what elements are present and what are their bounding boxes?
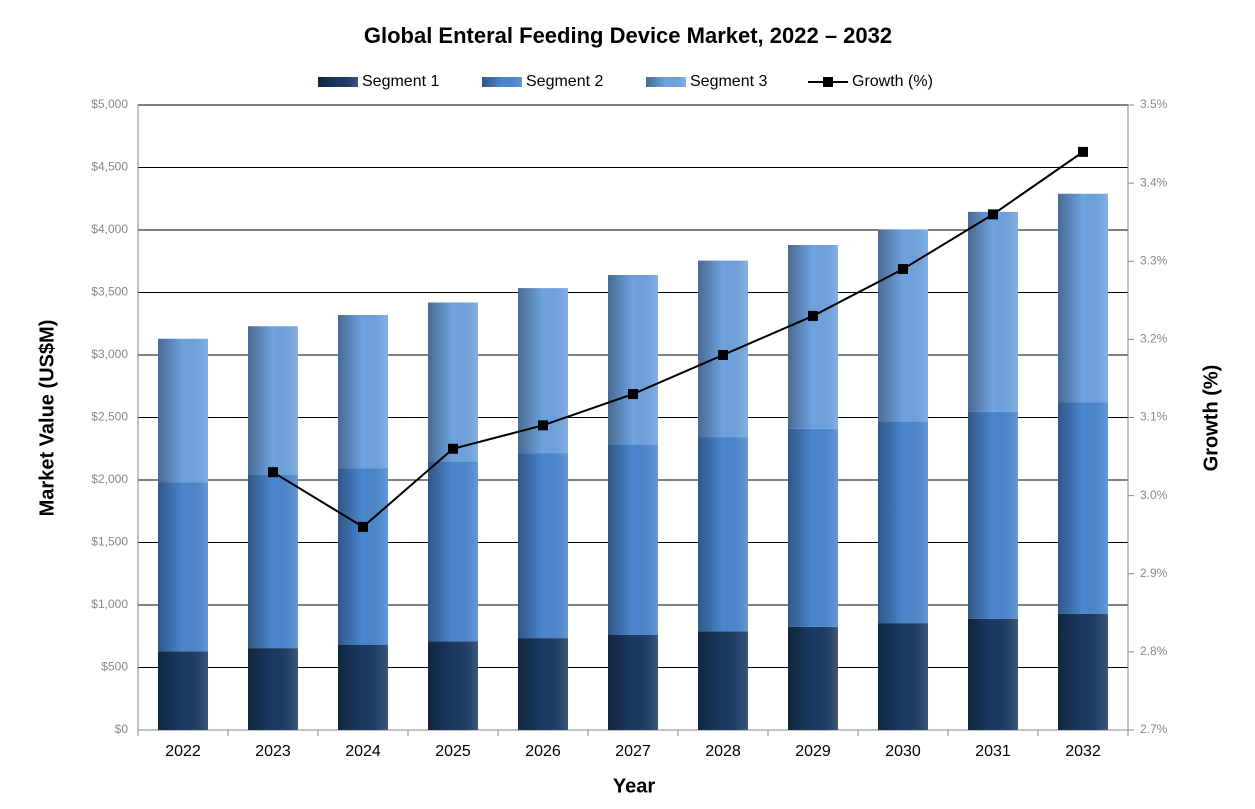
growth-marker — [538, 420, 548, 431]
y-tick-label: $3,000 — [91, 347, 128, 361]
growth-marker — [988, 209, 998, 220]
y-tick-label: $3,500 — [91, 285, 128, 299]
legend-shade — [482, 77, 522, 87]
bar-shade — [158, 651, 208, 730]
growth-marker — [1078, 146, 1088, 157]
y2-axis-title: Growth (%) — [1200, 365, 1222, 472]
bar-shade — [788, 626, 838, 730]
bar-shade — [518, 638, 568, 730]
x-tick-label: 2024 — [345, 743, 381, 760]
growth-marker — [628, 389, 638, 400]
bar-shade — [1058, 613, 1108, 730]
bar-shade — [248, 648, 298, 730]
bar-shade — [878, 421, 928, 624]
x-tick-label: 2032 — [1065, 743, 1101, 760]
growth-marker — [448, 443, 458, 454]
bar-shade — [428, 641, 478, 730]
bar-shade — [1058, 193, 1108, 403]
growth-marker — [718, 350, 728, 360]
y2-tick-label: 3.2% — [1140, 332, 1168, 346]
bar-shade — [428, 461, 478, 642]
chart-title: Global Enteral Feeding Device Market, 20… — [364, 23, 892, 48]
y-tick-label: $1,500 — [91, 535, 128, 549]
legend-label: Growth (%) — [852, 73, 933, 90]
bar-shade — [518, 453, 568, 639]
y-axis-title: Market Value (US$M) — [36, 320, 58, 517]
y-tick-label: $2,500 — [91, 410, 128, 424]
bar-shade — [248, 326, 298, 475]
x-tick-label: 2029 — [795, 743, 831, 760]
y-tick-label: $2,000 — [91, 472, 128, 486]
bar-shade — [338, 468, 388, 645]
y2-tick-label: 3.4% — [1140, 175, 1168, 189]
legend-label: Segment 2 — [526, 73, 603, 90]
bar-shade — [338, 645, 388, 730]
y2-tick-label: 3.0% — [1140, 488, 1168, 502]
bar-shade — [698, 437, 748, 632]
x-tick-label: 2027 — [615, 743, 651, 760]
bar-shade — [878, 623, 928, 730]
growth-marker — [268, 467, 278, 478]
y-tick-label: $1,000 — [91, 597, 128, 611]
growth-marker — [898, 264, 908, 275]
y2-tick-label: 2.9% — [1140, 566, 1168, 580]
growth-marker — [808, 310, 818, 321]
y2-tick-label: 2.8% — [1140, 644, 1168, 658]
x-tick-label: 2028 — [705, 743, 741, 760]
y2-tick-label: 3.1% — [1140, 410, 1168, 424]
bar-shade — [608, 275, 658, 445]
bar-shade — [338, 315, 388, 469]
bar-shade — [428, 302, 478, 462]
bar-shade — [608, 445, 658, 635]
y2-tick-label: 3.3% — [1140, 253, 1168, 267]
legend-shade — [646, 77, 686, 87]
bar-shade — [158, 482, 208, 652]
growth-line — [272, 151, 1084, 529]
bar-shade — [1058, 402, 1108, 614]
bar-shade — [698, 260, 748, 438]
y2-tick-label: 2.7% — [1140, 722, 1168, 736]
growth-marker — [358, 521, 368, 532]
x-axis-title: Year — [613, 775, 655, 797]
bar-shade — [788, 428, 838, 627]
bar-shade — [878, 229, 928, 422]
y-tick-label: $5,000 — [91, 97, 128, 111]
x-tick-label: 2031 — [975, 743, 1011, 760]
x-tick-label: 2022 — [165, 743, 201, 760]
bar-shade — [968, 211, 1018, 412]
x-tick-label: 2023 — [255, 743, 291, 760]
y-tick-label: $4,000 — [91, 222, 128, 236]
y-tick-label: $0 — [115, 722, 129, 736]
y2-tick-label: 3.5% — [1140, 97, 1168, 111]
bar-shade — [968, 411, 1018, 619]
bar-shade — [698, 631, 748, 730]
x-tick-label: 2026 — [525, 743, 561, 760]
x-tick-label: 2030 — [885, 743, 921, 760]
bar-shade — [248, 475, 298, 649]
legend-marker — [823, 77, 833, 87]
bar-shade — [608, 635, 658, 730]
bar-shade — [158, 338, 208, 483]
legend-label: Segment 3 — [690, 73, 767, 90]
bar-shade — [788, 245, 838, 429]
y-tick-label: $4,500 — [91, 160, 128, 174]
x-tick-label: 2025 — [435, 743, 471, 760]
legend-label: Segment 1 — [362, 73, 439, 90]
legend-shade — [318, 77, 358, 87]
y-tick-label: $500 — [101, 660, 128, 674]
bar-shade — [968, 618, 1018, 730]
